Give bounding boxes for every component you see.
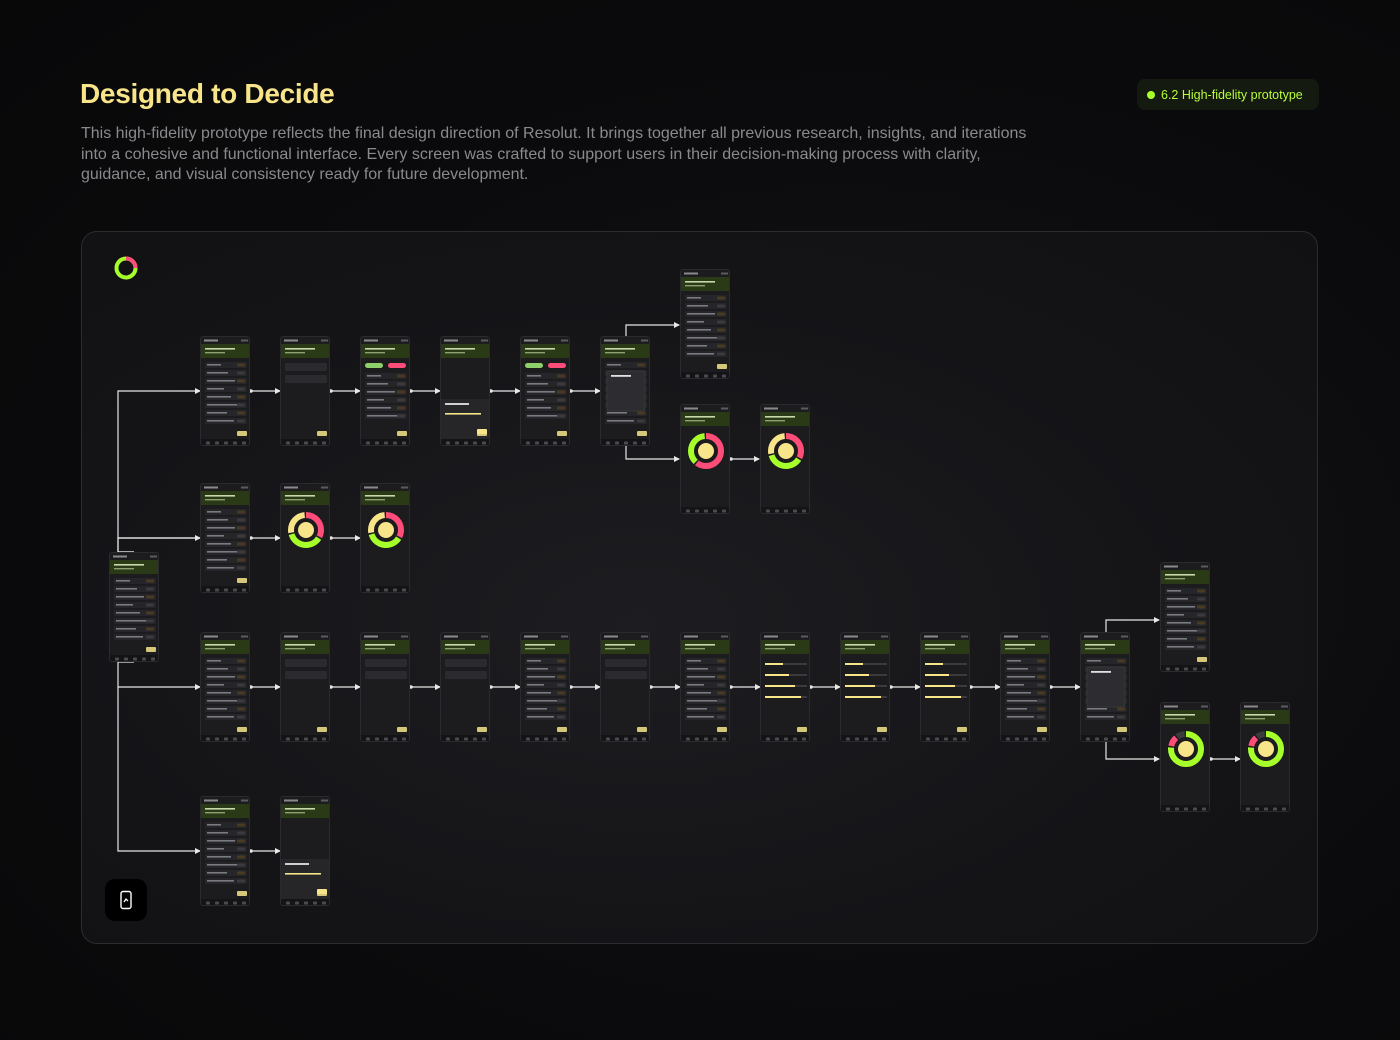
phone-prototype-icon [120,890,132,910]
screen-compare-options-1[interactable] [760,632,810,742]
screen-criteria-list[interactable] [200,632,250,742]
screen-thumbnail-add-pro-sheet [441,337,489,445]
screen-pros-cons-donut-final[interactable] [760,404,810,514]
screen-criteria-define[interactable] [440,632,490,742]
screen-thumbnail-pros-cons-list [201,337,249,445]
screen-thumbnail-criteria-donut-final [1241,703,1289,811]
screen-criteria-add-options[interactable] [600,632,650,742]
screen-criteria-result-list[interactable] [1160,562,1210,672]
screen-thumbnail-criteria-result-list [1161,563,1209,671]
screen-pros-cons-compare[interactable] [360,336,410,446]
screen-pros-cons-result-list[interactable] [680,269,730,379]
screen-thumbnail-pros-cons-filled [521,337,569,445]
screen-thumbnail-pros-cons-compare [361,337,409,445]
screen-thumbnail-criteria-options [361,633,409,741]
screen-compare-options-2[interactable] [840,632,890,742]
prototype-flow-canvas [81,231,1318,944]
screen-home[interactable] [109,552,159,662]
screen-thumbnail-pros-cons-donut-final [761,405,809,513]
screen-thumbnail-compare-options-2 [841,633,889,741]
section-badge-label: 6.2 High-fidelity prototype [1161,87,1303,102]
screen-pros-cons-edit[interactable] [280,336,330,446]
flow-connectors [117,322,1241,854]
screen-thumbnail-gut-check-list [201,484,249,592]
screen-criteria-donut[interactable] [1160,702,1210,812]
screen-thumbnail-gut-check-donut [281,484,329,592]
screen-priority-sheet[interactable] [280,796,330,906]
screen-pros-cons-donut[interactable] [680,404,730,514]
screen-criteria-donut-final[interactable] [1240,702,1290,812]
page-description: This high-fidelity prototype reflects th… [81,125,1027,183]
screen-criteria-modal[interactable] [1080,632,1130,742]
screen-thumbnail-priority-sheet [281,797,329,905]
screen-criteria-options[interactable] [360,632,410,742]
screen-criteria-summary[interactable] [1000,632,1050,742]
screen-pros-cons-modal[interactable] [600,336,650,446]
screen-thumbnail-criteria-weights [521,633,569,741]
screen-criteria-weights[interactable] [520,632,570,742]
screen-add-pro-sheet[interactable] [440,336,490,446]
resolut-ring-logo-icon [114,256,138,280]
screen-thumbnail-priority-list [201,797,249,905]
screen-thumbnail-criteria-define [441,633,489,741]
screen-pros-cons-filled[interactable] [520,336,570,446]
screen-priority-list[interactable] [200,796,250,906]
status-dot-icon [1147,90,1155,99]
view-prototype-button[interactable] [105,879,147,921]
section-badge: 6.2 High-fidelity prototype [1137,79,1319,110]
screen-thumbnail-criteria-list [201,633,249,741]
screen-criteria-name[interactable] [280,632,330,742]
screen-gut-check-list[interactable] [200,483,250,593]
screen-thumbnail-criteria-summary [1001,633,1049,741]
screen-pros-cons-list[interactable] [200,336,250,446]
screen-thumbnail-criteria-donut [1161,703,1209,811]
screen-thumbnail-pros-cons-modal [601,337,649,445]
screen-compare-options-3[interactable] [920,632,970,742]
screen-thumbnail-pros-cons-edit [281,337,329,445]
screen-thumbnail-compare-options-3 [921,633,969,741]
screen-thumbnail-criteria-name [281,633,329,741]
screen-gut-check-donut[interactable] [280,483,330,593]
screen-thumbnail-criteria-options-filled [681,633,729,741]
page-title: Designed to Decide [80,78,335,109]
screen-thumbnail-pros-cons-donut [681,405,729,513]
screen-criteria-options-filled[interactable] [680,632,730,742]
screen-gut-check-result[interactable] [360,483,410,593]
screen-thumbnail-criteria-modal [1081,633,1129,741]
screen-thumbnail-criteria-add-options [601,633,649,741]
screen-thumbnail-gut-check-result [361,484,409,592]
screen-thumbnail-compare-options-1 [761,633,809,741]
screen-thumbnail-home [110,553,158,661]
screen-thumbnail-pros-cons-result-list [681,270,729,378]
